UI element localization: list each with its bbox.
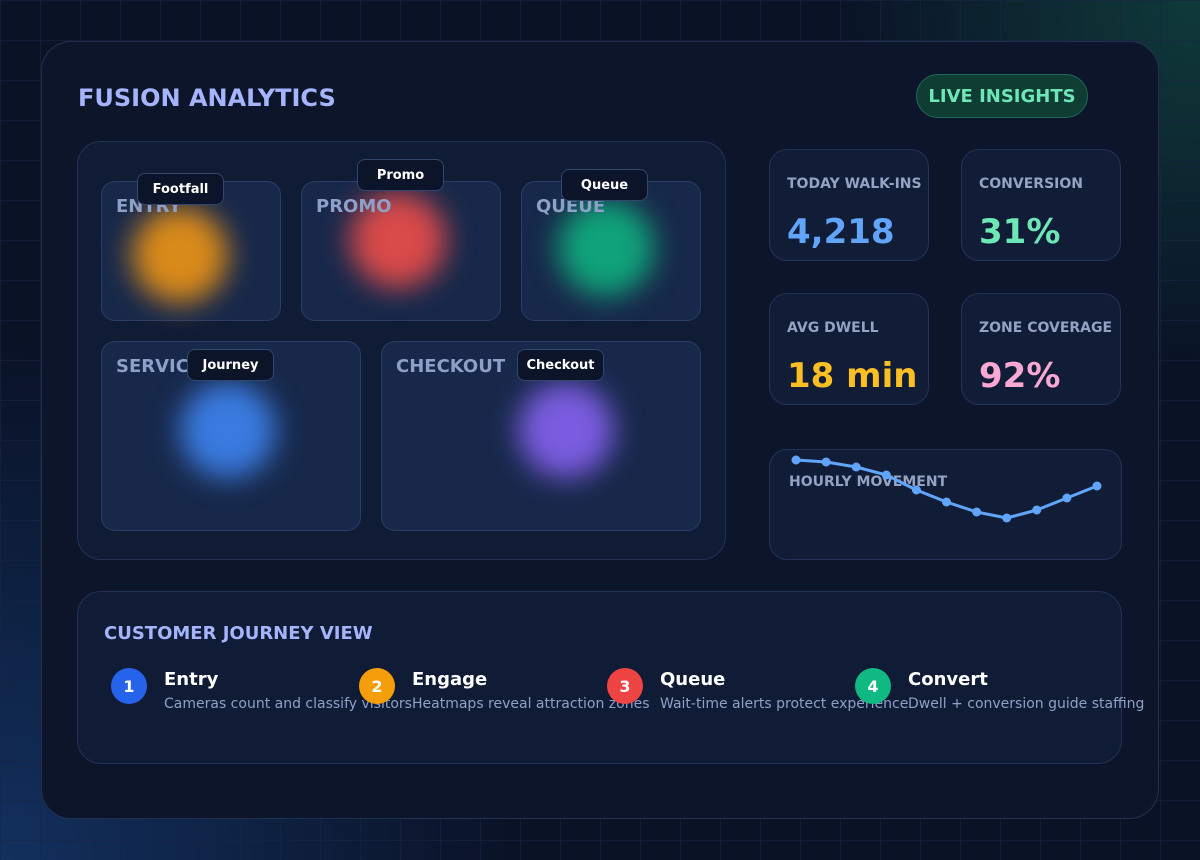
kpi-value: 4,218 [787,212,895,252]
kpi-card: ZONE COVERAGE 92% [961,293,1121,405]
heat-blob [558,200,654,296]
zone-label: CHECKOUT [396,356,506,377]
zone-tag: Promo [357,159,444,191]
step-title: Entry [164,669,219,690]
zone-tag: Checkout [517,349,604,381]
kpi-value: 92% [979,356,1061,396]
journey-panel [77,591,1122,764]
step-description: Dwell + conversion guide staffing [908,696,1145,712]
heat-blob [518,382,614,478]
kpi-label: AVG DWELL [787,320,879,336]
step-number: 3 [607,668,643,704]
live-badge[interactable]: LIVE INSIGHTS [916,74,1088,118]
step-title: Engage [412,669,488,690]
journey-title: CUSTOMER JOURNEY VIEW [104,623,373,644]
kpi-value: 31% [979,212,1061,252]
zone-label: SERVICE [116,356,202,377]
app-title: FUSION ANALYTICS [78,84,336,112]
step-number: 1 [111,668,147,704]
zone-tag: Footfall [137,173,224,205]
heat-blob [180,382,276,478]
kpi-label: ZONE COVERAGE [979,320,1113,336]
hourly-title: HOURLY MOVEMENT [789,474,948,490]
zone-label: PROMO [316,196,392,217]
zone-tag: Queue [561,169,648,201]
step-description: Heatmaps reveal attraction zones [412,696,650,712]
step-description: Wait-time alerts protect experience [660,696,909,712]
kpi-value: 18 min [787,356,918,396]
heat-blob [350,192,446,288]
kpi-card: CONVERSION 31% [961,149,1121,261]
step-title: Queue [660,669,726,690]
kpi-card: TODAY WALK-INS 4,218 [769,149,929,261]
kpi-label: CONVERSION [979,176,1083,192]
heat-blob [132,207,228,303]
zone-tag: Journey [187,349,274,381]
step-number: 4 [855,668,891,704]
step-description: Cameras count and classify visitors [164,696,412,712]
kpi-card: AVG DWELL 18 min [769,293,929,405]
step-number: 2 [359,668,395,704]
kpi-label: TODAY WALK-INS [787,176,922,192]
zone-label: QUEUE [536,196,606,217]
step-title: Convert [908,669,988,690]
hourly-card: HOURLY MOVEMENT [769,449,1122,560]
